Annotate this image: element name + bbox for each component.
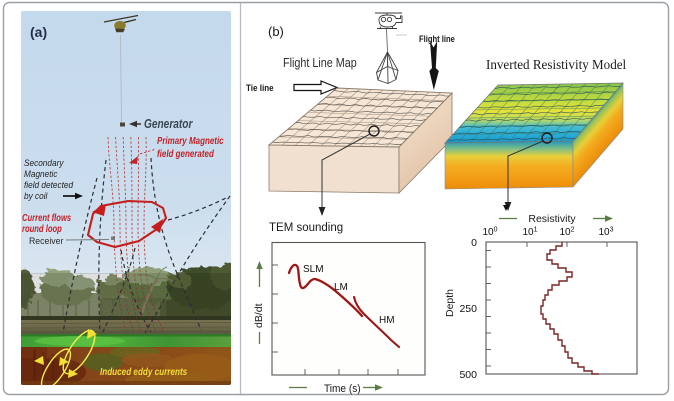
svg-text:Magnetic: Magnetic (24, 168, 58, 179)
svg-text:250: 250 (459, 303, 477, 315)
svg-text:dB/dt: dB/dt (253, 303, 265, 328)
svg-text:102: 102 (559, 227, 574, 239)
svg-text:(b): (b) (268, 24, 284, 39)
svg-text:0: 0 (471, 237, 477, 249)
svg-text:field detected: field detected (24, 179, 74, 190)
svg-text:Inverted Resistivity Model: Inverted Resistivity Model (486, 57, 627, 72)
svg-text:103: 103 (598, 227, 613, 239)
svg-text:TEM sounding: TEM sounding (269, 222, 343, 234)
svg-text:Tie line: Tie line (246, 82, 274, 93)
svg-text:Receiver: Receiver (29, 236, 63, 246)
svg-text:SLM: SLM (303, 264, 324, 275)
svg-text:500: 500 (459, 369, 477, 381)
svg-text:Primary Magnetic: Primary Magnetic (157, 135, 224, 146)
svg-text:LM: LM (334, 282, 348, 293)
svg-text:101: 101 (522, 227, 537, 239)
svg-text:(a): (a) (30, 24, 47, 40)
svg-text:Generator: Generator (144, 117, 194, 131)
svg-text:Depth: Depth (444, 289, 456, 317)
svg-text:by coil: by coil (24, 190, 48, 201)
svg-text:Induced eddy currents: Induced eddy currents (100, 366, 187, 377)
svg-text:Current flows: Current flows (22, 212, 71, 223)
svg-text:Resistivity: Resistivity (528, 213, 576, 225)
svg-text:field generated: field generated (157, 148, 214, 159)
svg-text:Time (s): Time (s) (324, 383, 361, 395)
svg-text:Secondary: Secondary (24, 157, 64, 168)
svg-text:Flight Line Map: Flight Line Map (283, 55, 357, 70)
svg-text:Flight line: Flight line (419, 33, 455, 44)
svg-text:HM: HM (379, 315, 395, 326)
svg-text:round loop: round loop (22, 223, 62, 234)
svg-text:100: 100 (482, 227, 497, 239)
